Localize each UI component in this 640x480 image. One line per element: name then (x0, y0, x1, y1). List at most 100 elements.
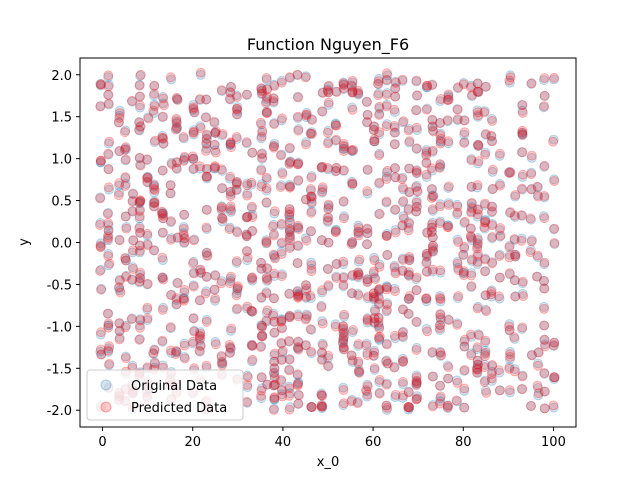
data-point-original (404, 253, 415, 264)
data-point-original (171, 164, 182, 174)
data-point-predicted (262, 379, 273, 390)
data-point-original (390, 205, 400, 216)
data-point-original (486, 375, 497, 386)
data-point-predicted (317, 318, 328, 329)
data-point-original (246, 306, 257, 316)
data-point-original (404, 187, 415, 198)
data-point-predicted (194, 331, 205, 341)
data-point-original (142, 239, 153, 249)
data-point-predicted (194, 345, 205, 356)
data-point-predicted (293, 311, 304, 322)
data-point-original (300, 233, 311, 244)
data-point-predicted (189, 107, 200, 118)
data-point-predicted (135, 121, 146, 132)
data-point-original (231, 288, 242, 299)
data-point-original (452, 199, 463, 210)
data-point-original (458, 268, 469, 279)
data-point-original (276, 314, 287, 325)
data-point-predicted (194, 94, 205, 104)
data-point-original (527, 235, 537, 245)
data-point-original (261, 316, 272, 327)
data-point-predicted (510, 251, 521, 262)
data-point-predicted (102, 208, 113, 219)
data-point-predicted (217, 129, 228, 139)
data-point-predicted (103, 98, 114, 109)
data-point-predicted (411, 380, 422, 391)
data-point-predicted (397, 331, 408, 342)
data-point-original (362, 276, 373, 287)
data-point-predicted (495, 223, 506, 233)
data-point-predicted (293, 336, 303, 347)
data-point-original (114, 285, 125, 296)
data-point-predicted (120, 255, 131, 266)
data-point-original (121, 222, 132, 232)
data-point-predicted (269, 356, 280, 367)
data-point-predicted (487, 206, 498, 217)
data-point-original (120, 155, 131, 166)
data-point-original (201, 143, 212, 154)
data-point-original (374, 129, 385, 140)
data-point-predicted (292, 159, 303, 170)
data-point-predicted (134, 152, 145, 163)
data-point-original (397, 117, 408, 128)
data-point-predicted (369, 363, 380, 374)
data-point-original (317, 403, 327, 414)
data-point-original (292, 222, 303, 233)
data-point-original (301, 309, 312, 320)
data-point-original (412, 391, 422, 402)
data-point-predicted (322, 212, 333, 223)
data-point-original (261, 263, 272, 274)
data-point-original (473, 86, 484, 97)
data-point-original (241, 138, 252, 149)
data-point-original (225, 87, 236, 97)
data-point-original (276, 238, 287, 249)
data-point-predicted (316, 162, 327, 173)
data-point-predicted (256, 83, 267, 94)
data-point-original (373, 299, 384, 310)
data-point-original (369, 136, 380, 147)
data-point-original (166, 74, 177, 85)
data-point-original (225, 276, 236, 287)
data-point-original (369, 313, 380, 323)
data-point-predicted (452, 114, 463, 124)
data-point-original (428, 246, 438, 257)
data-point-predicted (307, 402, 317, 413)
data-point-original (142, 154, 153, 165)
data-point-original (347, 357, 358, 367)
data-point-original (135, 228, 146, 238)
data-point-predicted (257, 125, 268, 136)
data-point-predicted (473, 140, 484, 151)
data-point-predicted (226, 271, 236, 282)
data-point-original (539, 368, 550, 379)
data-point-original (398, 304, 409, 315)
data-point-predicted (171, 299, 182, 310)
data-point-predicted (427, 242, 438, 253)
data-point-original (452, 256, 463, 267)
data-point-original (397, 172, 408, 183)
data-point-predicted (157, 252, 168, 263)
data-point-predicted (261, 98, 271, 109)
data-point-predicted (114, 275, 125, 286)
data-point-predicted (261, 288, 272, 299)
data-point-original (323, 87, 334, 98)
data-point-original (306, 324, 317, 335)
data-point-predicted (195, 328, 206, 339)
data-point-original (256, 393, 267, 404)
data-point-original (435, 296, 446, 307)
data-point-predicted (339, 331, 349, 341)
data-point-predicted (171, 113, 182, 124)
data-point-predicted (427, 371, 438, 382)
data-point-original (323, 99, 334, 110)
data-point-predicted (435, 201, 445, 212)
data-point-predicted (465, 329, 476, 340)
data-point-original (316, 162, 327, 173)
data-point-original (382, 298, 393, 309)
data-point-original (306, 257, 317, 268)
data-point-original (166, 347, 177, 358)
data-point-original (369, 350, 379, 361)
data-point-predicted (114, 334, 125, 345)
data-point-predicted (142, 240, 153, 251)
data-point-original (516, 233, 527, 244)
data-point-original (362, 117, 372, 128)
data-point-original (301, 292, 312, 303)
